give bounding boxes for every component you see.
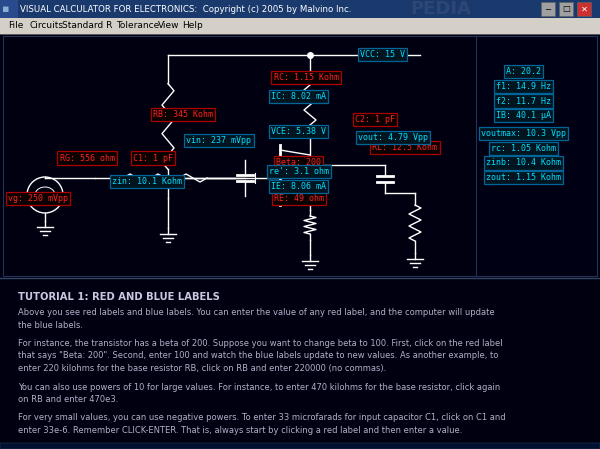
Text: enter 33e-6. Remember CLICK-ENTER. That is, always start by clicking a red label: enter 33e-6. Remember CLICK-ENTER. That … [18,426,463,435]
Bar [0,0,600,18]
Text: VISUAL CALCULATOR FOR ELECTRONICS:  Copyright (c) 2005 by Malvino Inc.: VISUAL CALCULATOR FOR ELECTRONICS: Copyr… [20,4,352,13]
Bar [476,36,597,276]
Text: zinb: 10.4 Kohm: zinb: 10.4 Kohm [486,158,561,167]
Text: vin: 237 mVpp: vin: 237 mVpp [187,136,251,145]
Text: ─: ─ [545,4,551,13]
Text: voutmax: 10.3 Vpp: voutmax: 10.3 Vpp [481,129,566,138]
Text: on RB and enter 470e3.: on RB and enter 470e3. [18,395,118,404]
Text: Help: Help [182,22,203,31]
Text: vg: 250 mVpp: vg: 250 mVpp [8,194,68,203]
Text: For instance, the transistor has a beta of 200. Suppose you want to change beta : For instance, the transistor has a beta … [18,339,503,348]
Text: RL: 12.5 Kohm: RL: 12.5 Kohm [373,143,437,152]
Text: zin: 10.1 Kohm: zin: 10.1 Kohm [112,177,182,186]
Text: Beta: 200: Beta: 200 [277,158,322,167]
Bar [3,36,597,276]
Text: Circuits: Circuits [30,22,64,31]
Text: A: 20.2: A: 20.2 [506,67,541,76]
Text: Standard R: Standard R [62,22,112,31]
Bar [577,2,591,16]
Text: the blue labels.: the blue labels. [18,321,83,330]
Bar [541,2,555,16]
Text: RC: 1.15 Kohm: RC: 1.15 Kohm [274,73,338,82]
Text: File: File [8,22,23,31]
Text: IB: 40.1 µA: IB: 40.1 µA [496,111,551,120]
Text: rc: 1.05 Kohm: rc: 1.05 Kohm [491,144,556,153]
Text: Above you see red labels and blue labels. You can enter the value of any red lab: Above you see red labels and blue labels… [18,308,494,317]
Bar [0,443,600,449]
Bar [0,0,18,18]
Text: VCC: 15 V: VCC: 15 V [360,50,406,59]
Text: You can also use powers of 10 for large values. For instance, to enter 470 kiloh: You can also use powers of 10 for large … [18,383,500,392]
Text: enter 220 kilohms for the base resistor RB, click on RB and enter 220000 (no com: enter 220 kilohms for the base resistor … [18,364,386,373]
Text: PEDIA: PEDIA [410,0,471,18]
Text: vout: 4.79 Vpp: vout: 4.79 Vpp [358,133,428,142]
Text: C1: 1 pF: C1: 1 pF [133,154,173,163]
Text: IC: 8.02 mA: IC: 8.02 mA [271,92,326,101]
Text: RB: 345 Kohm: RB: 345 Kohm [153,110,213,119]
Text: RE: 49 ohm: RE: 49 ohm [274,194,324,203]
Text: IE: 8.06 mA: IE: 8.06 mA [271,182,326,191]
Text: □: □ [562,4,570,13]
Text: RG: 556 ohm: RG: 556 ohm [59,154,115,163]
Text: Tolerance: Tolerance [116,22,159,31]
Text: C2: 1 pF: C2: 1 pF [355,115,395,124]
Text: f1: 14.9 Hz: f1: 14.9 Hz [496,82,551,91]
Text: ▪: ▪ [2,4,10,14]
Text: ✕: ✕ [581,4,587,13]
Text: re': 3.1 ohm: re': 3.1 ohm [269,167,329,176]
Text: Please go on to Tutorial 2 in the Help Menu.: Please go on to Tutorial 2 in the Help M… [18,445,202,449]
Bar [559,2,573,16]
Text: zout: 1.15 Kohm: zout: 1.15 Kohm [486,173,561,182]
Text: that says "Beta: 200". Second, enter 100 and watch the blue labels update to new: that says "Beta: 200". Second, enter 100… [18,352,499,361]
Text: VCE: 5.38 V: VCE: 5.38 V [271,127,326,136]
Text: For very small values, you can use negative powers. To enter 33 microfarads for : For very small values, you can use negat… [18,414,506,423]
Text: View: View [158,22,179,31]
Bar [0,18,600,34]
Text: f2: 11.7 Hz: f2: 11.7 Hz [496,97,551,106]
Text: TUTORIAL 1: RED AND BLUE LABELS: TUTORIAL 1: RED AND BLUE LABELS [18,292,220,302]
